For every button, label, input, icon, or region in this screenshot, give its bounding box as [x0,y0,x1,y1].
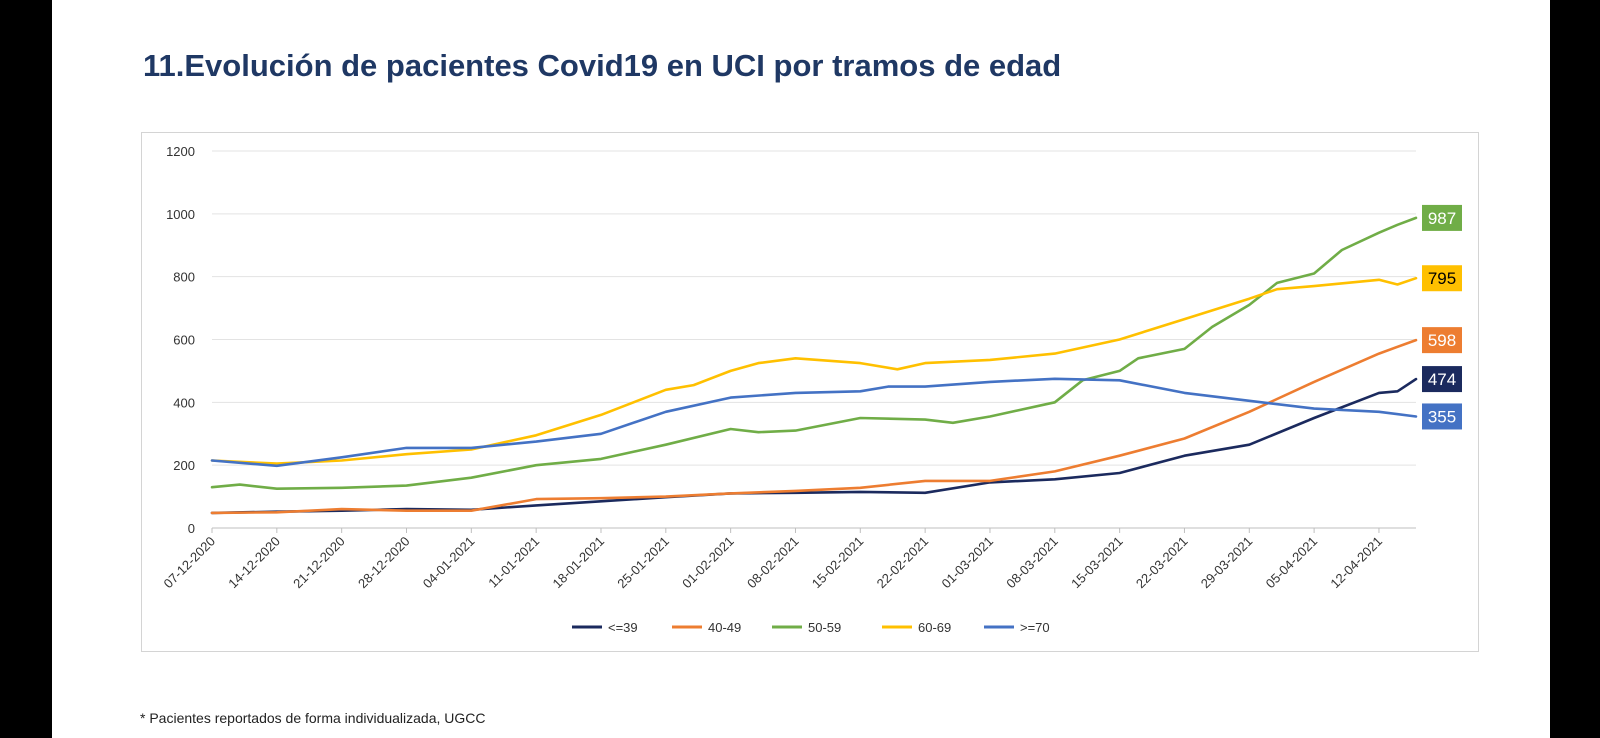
x-tick-label: 18-01-2021 [549,534,607,592]
legend-label: >=70 [1020,620,1050,635]
x-tick-label: 01-03-2021 [938,534,996,592]
series-line [210,377,1418,515]
x-tick-label: 14-12-2020 [225,534,283,592]
y-tick-label: 200 [173,458,195,473]
series-line [210,377,1418,468]
legend-label: 60-69 [918,620,951,635]
y-tick-label: 1000 [166,207,195,222]
series-line [210,338,1418,515]
x-tick-label: 29-03-2021 [1198,534,1256,592]
end-value-label: 474 [1428,370,1456,389]
chart-container: 0 200 400 600 800 1000 1200 07-12-2020 14-12-202… [141,132,1479,652]
footnote: * Pacientes reportados de forma individu… [140,710,486,726]
slide: 11.Evolución de pacientes Covid19 en UCI… [52,0,1550,738]
y-tick-label: 1200 [166,144,195,159]
x-tick-label: 11-01-2021 [485,534,542,591]
x-tick-label: 07-12-2020 [160,534,218,592]
end-label-box [1422,366,1462,393]
end-label-box [1422,265,1462,292]
end-value-label: 355 [1428,407,1456,426]
end-value-label: 987 [1428,209,1456,228]
x-tick-label: 21-12-2020 [290,534,348,592]
y-tick-label: 0 [188,521,195,536]
end-label-box [1422,204,1462,231]
x-tick-label: 22-02-2021 [874,534,932,592]
x-tick-label: 12-04-2021 [1327,534,1385,592]
y-tick-label: 400 [173,395,195,410]
legend-label: <=39 [608,620,638,635]
line-chart: 0 200 400 600 800 1000 1200 07-12-2020 14-12-202… [160,144,1462,635]
x-tick-label: 01-02-2021 [679,534,737,592]
series-line [210,276,1418,465]
x-tick-label: 15-03-2021 [1068,534,1126,592]
end-label-box [1422,403,1462,430]
x-tick-label: 04-01-2021 [420,534,478,592]
end-value-label: 795 [1428,269,1456,288]
series-line [210,216,1418,491]
x-tick-label: 25-01-2021 [614,534,672,592]
x-tick-label: 08-03-2021 [1003,534,1061,592]
legend-label: 40-49 [708,620,741,635]
page-title: 11.Evolución de pacientes Covid19 en UCI… [143,48,1062,83]
legend-label: 50-59 [808,620,841,635]
y-tick-label: 600 [173,333,195,348]
x-tick-label: 22-03-2021 [1133,534,1191,592]
x-tick-label: 08-02-2021 [744,534,802,592]
x-tick-label: 28-12-2020 [355,534,413,592]
x-tick-label: 15-02-2021 [809,534,867,592]
end-label-box [1422,327,1462,354]
x-tick-label: 05-04-2021 [1263,534,1321,592]
y-tick-label: 800 [173,270,195,285]
end-value-label: 598 [1428,331,1456,350]
